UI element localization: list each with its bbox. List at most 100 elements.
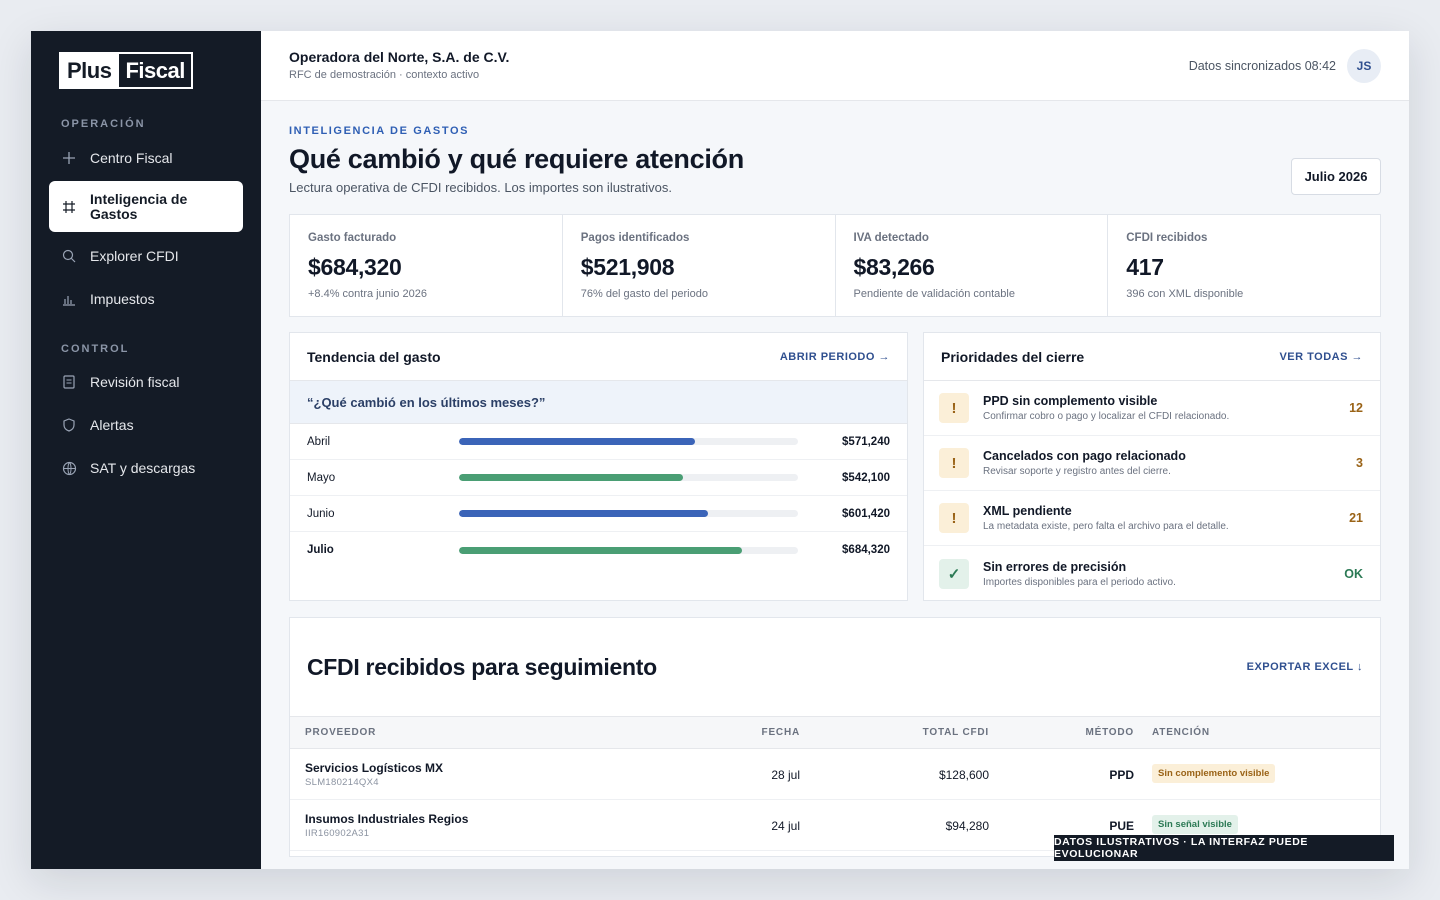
trend-rows: Abril $571,240 Mayo $542,100 Junio $601,… <box>290 424 907 568</box>
sidebar-item-label: SAT y descargas <box>90 460 196 476</box>
sidebar-item-revision-fiscal[interactable]: Revisión fiscal <box>49 370 243 394</box>
main-content: Operadora del Norte, S.A. de C.V. RFC de… <box>261 31 1409 869</box>
sidebar-item-label: Centro Fiscal <box>90 150 173 166</box>
trend-row: Abril $571,240 <box>290 424 907 460</box>
trend-bar-fill <box>459 438 696 445</box>
kpi-value: $83,266 <box>853 254 935 280</box>
kpi-card-pagos-identificados: Pagos identificados $521,908 76% del gas… <box>563 215 836 316</box>
column-header-metodo[interactable]: MÉTODO <box>1085 727 1134 738</box>
kpi-label: CFDI recibidos <box>1126 232 1208 244</box>
column-header-fecha[interactable]: FECHA <box>761 727 800 738</box>
trend-month: Mayo <box>307 471 336 484</box>
avatar[interactable]: JS <box>1347 49 1381 83</box>
column-header-proveedor[interactable]: PROVEEDOR <box>305 727 377 738</box>
priorities-panel-header: Prioridades del cierre VER TODAS → <box>924 333 1380 381</box>
trend-bar-fill <box>459 510 708 517</box>
priority-row[interactable]: ! PPD sin complemento visible Confirmar … <box>924 381 1380 436</box>
sidebar-item-sat-descargas[interactable]: SAT y descargas <box>49 456 243 480</box>
kpi-value: $684,320 <box>308 254 402 280</box>
kpi-note: +8.4% contra junio 2026 <box>308 288 427 300</box>
priority-subtitle: Revisar soporte y registro antes del cie… <box>983 466 1171 477</box>
priority-title: Cancelados con pago relacionado <box>983 449 1186 463</box>
cfdi-date: 24 jul <box>771 819 800 833</box>
sidebar-item-inteligencia-gastos[interactable]: Inteligencia de Gastos <box>49 181 243 232</box>
priority-row[interactable]: ✓ Sin errores de precisión Importes disp… <box>924 546 1380 601</box>
priority-title: Sin errores de precisión <box>983 559 1127 574</box>
priority-title: XML pendiente <box>983 504 1072 518</box>
trend-bar-track <box>459 546 798 554</box>
bar-chart-icon <box>61 291 77 307</box>
view-all-link[interactable]: VER TODAS → <box>1279 350 1363 363</box>
globe-icon <box>61 460 77 476</box>
priority-count: OK <box>1344 566 1363 581</box>
priority-row[interactable]: ! XML pendiente La metadata existe, pero… <box>924 491 1380 546</box>
priority-count: 12 <box>1349 401 1363 415</box>
cfdi-date: 28 jul <box>771 768 800 782</box>
column-header-atencion[interactable]: ATENCIÓN <box>1152 727 1210 738</box>
nav-section-operacion: OPERACIÓN <box>61 118 146 130</box>
brand-logo[interactable]: Plus Fiscal <box>59 52 193 89</box>
supplier-rfc: IIR160902A31 <box>305 828 370 839</box>
app-window: Plus Fiscal OPERACIÓN Centro Fiscal Inte… <box>31 31 1409 869</box>
table-row[interactable]: Servicios Logísticos MX SLM180214QX4 28 … <box>290 749 1380 800</box>
warning-icon: ! <box>939 503 969 533</box>
kpi-label: Gasto facturado <box>308 232 397 244</box>
priority-row[interactable]: ! Cancelados con pago relacionado Revisa… <box>924 436 1380 491</box>
payment-method: PPD <box>1109 768 1134 782</box>
priority-subtitle: Confirmar cobro o pago y localizar el CF… <box>983 411 1230 422</box>
period-selector-button[interactable]: Julio 2026 <box>1291 158 1381 195</box>
trend-bar-fill <box>459 474 684 481</box>
document-icon <box>61 374 77 390</box>
cfdi-total: $128,600 <box>938 768 989 782</box>
export-excel-link[interactable]: EXPORTAR EXCEL ↓ <box>1246 661 1363 673</box>
page-title: Qué cambió y qué requiere atención <box>289 144 744 174</box>
sync-status: Datos sincronizados 08:42 <box>1188 59 1336 73</box>
page-eyebrow: INTELIGENCIA DE GASTOS <box>289 125 470 137</box>
table-header: PROVEEDOR FECHA TOTAL CFDI MÉTODO ATENCI… <box>290 716 1380 749</box>
priority-count: 3 <box>1356 456 1363 470</box>
trend-amount: $601,420 <box>842 507 890 520</box>
company-context: RFC de demostración · contexto activo <box>289 69 480 81</box>
kpi-card-cfdi-recibidos: CFDI recibidos 417 396 con XML disponibl… <box>1108 215 1380 316</box>
priorities-panel: Prioridades del cierre VER TODAS → ! PPD… <box>923 332 1381 601</box>
table-title: CFDI recibidos para seguimiento <box>307 654 657 680</box>
sidebar-item-label: Explorer CFDI <box>90 248 179 264</box>
trend-amount: $542,100 <box>842 471 890 484</box>
cfdi-total: $94,280 <box>945 819 989 833</box>
sidebar-item-impuestos[interactable]: Impuestos <box>49 287 243 311</box>
panel-title: Prioridades del cierre <box>941 348 1085 365</box>
supplier-name: Insumos Industriales Regios <box>305 812 469 826</box>
kpi-label: IVA detectado <box>853 232 929 244</box>
sidebar-item-label: Impuestos <box>90 291 155 307</box>
sidebar-item-label: Alertas <box>90 417 134 433</box>
kpi-card-iva-detectado: IVA detectado $83,266 Pendiente de valid… <box>836 215 1109 316</box>
trend-bar-track <box>459 510 798 517</box>
plus-icon <box>61 150 77 166</box>
company-name: Operadora del Norte, S.A. de C.V. <box>289 49 510 65</box>
kpi-note: Pendiente de validación contable <box>853 288 1015 300</box>
panel-title: Tendencia del gasto <box>307 348 441 365</box>
payment-method: PUE <box>1109 819 1134 833</box>
page-subtitle: Lectura operativa de CFDI recibidos. Los… <box>289 180 672 195</box>
sidebar-item-label: Inteligencia de Gastos <box>90 190 188 222</box>
trend-question: “¿Qué cambió en los últimos meses?” <box>290 381 907 424</box>
column-header-total[interactable]: TOTAL CFDI <box>922 727 989 738</box>
warning-icon: ! <box>939 393 969 423</box>
sidebar-item-centro-fiscal[interactable]: Centro Fiscal <box>49 146 243 170</box>
trend-row: Julio $684,320 <box>290 532 907 568</box>
trend-month: Junio <box>307 507 335 520</box>
table-row[interactable]: Insumos Industriales Regios IIR160902A31… <box>290 800 1380 851</box>
trend-amount: $684,320 <box>842 544 890 556</box>
search-icon <box>61 248 77 264</box>
sidebar-item-label: Revisión fiscal <box>90 374 180 390</box>
kpi-strip: Gasto facturado $684,320 +8.4% contra ju… <box>289 214 1381 317</box>
sidebar: Plus Fiscal OPERACIÓN Centro Fiscal Inte… <box>31 31 261 869</box>
sidebar-item-alertas[interactable]: Alertas <box>49 413 243 437</box>
kpi-card-gasto-facturado: Gasto facturado $684,320 +8.4% contra ju… <box>290 215 563 316</box>
sidebar-item-explorer-cfdi[interactable]: Explorer CFDI <box>49 244 243 268</box>
priority-title: PPD sin complemento visible <box>983 394 1158 408</box>
open-period-link[interactable]: ABRIR PERIODO → <box>779 350 890 363</box>
check-icon: ✓ <box>939 558 969 589</box>
trend-bar-fill <box>459 546 742 554</box>
warning-icon: ! <box>939 448 969 478</box>
